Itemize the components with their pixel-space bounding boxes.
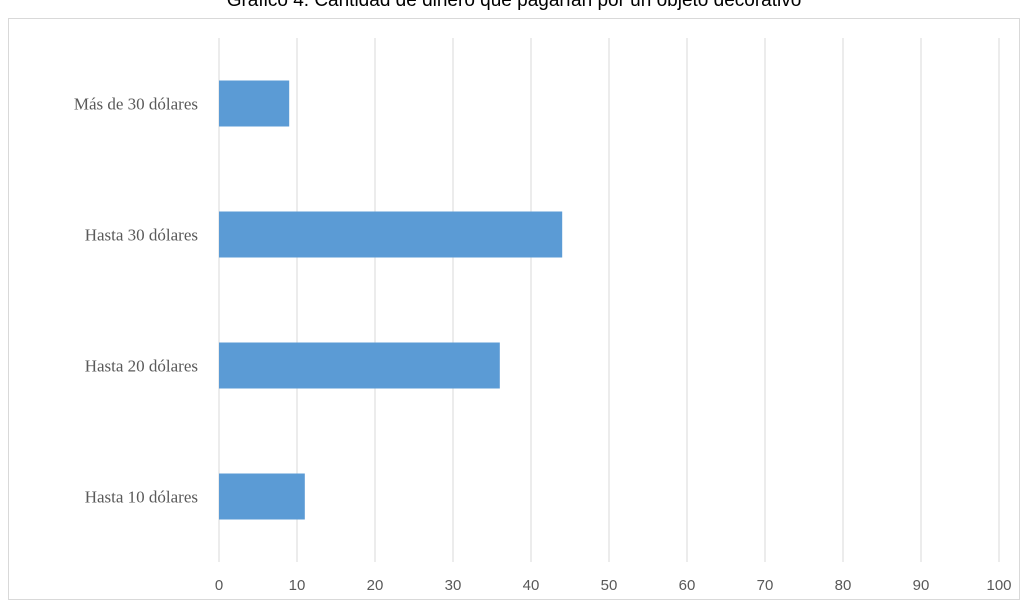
x-tick-label: 70 <box>757 577 774 594</box>
grid-lines <box>218 38 1000 562</box>
bar-3 <box>219 342 500 389</box>
category-label: Más de 30 dólares <box>74 95 198 114</box>
x-tick-label: 40 <box>523 577 540 594</box>
x-tick-label: 30 <box>445 577 462 594</box>
bar-1 <box>219 80 290 127</box>
chart-frame <box>8 18 1020 600</box>
x-tick-label: 60 <box>679 577 696 594</box>
bar-2 <box>219 211 563 258</box>
x-tick-label: 10 <box>289 577 306 594</box>
tick-labels: 0 10 20 30 40 50 60 70 80 90 100 <box>215 577 1012 594</box>
category-labels: Más de 30 dólares Hasta 30 dólares Hasta 2… <box>74 95 198 507</box>
x-tick-label: 100 <box>986 577 1011 594</box>
x-tick-label: 50 <box>601 577 618 594</box>
bar-4 <box>219 473 305 520</box>
x-tick-label: 20 <box>367 577 384 594</box>
x-tick-label: 0 <box>215 577 223 594</box>
x-tick-label: 80 <box>835 577 852 594</box>
bars <box>219 80 563 520</box>
category-label: Hasta 10 dólares <box>85 488 198 507</box>
chart-title: Gráfico 4. Cantidad de dinero que pagarí… <box>226 0 802 11</box>
category-label: Hasta 20 dólares <box>85 357 198 376</box>
category-label: Hasta 30 dólares <box>85 226 198 245</box>
x-tick-label: 90 <box>913 577 930 594</box>
